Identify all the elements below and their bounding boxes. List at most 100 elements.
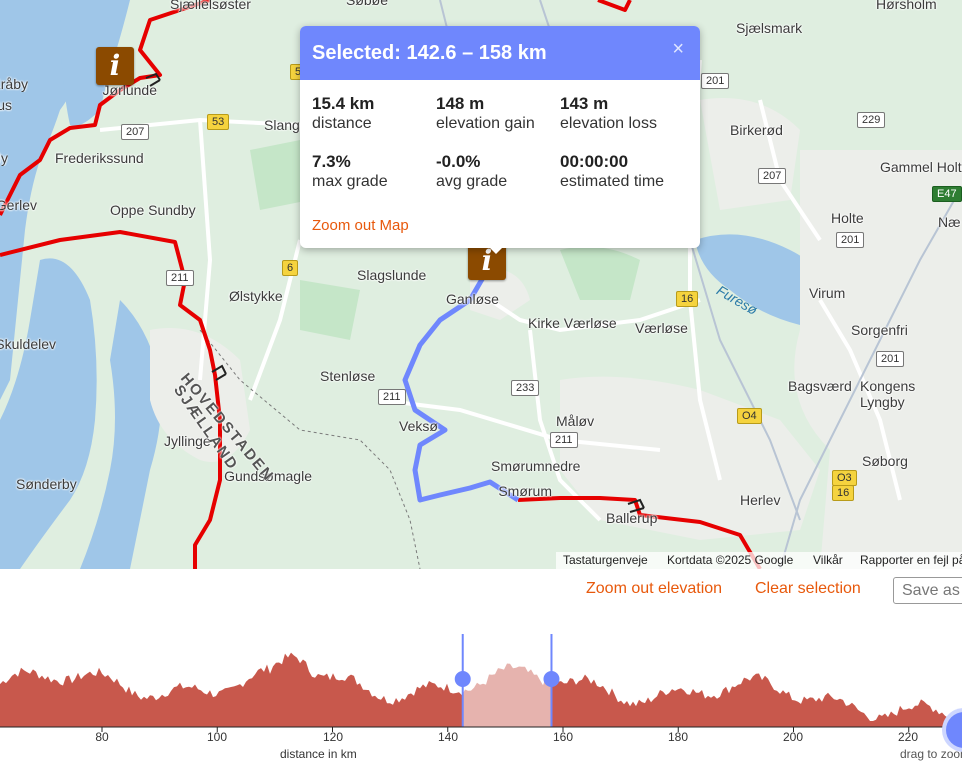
route-direction-arrow-icon <box>211 364 227 381</box>
stat-label: elevation gain <box>436 115 535 132</box>
road-shield: 6 <box>282 260 299 276</box>
place-label: Sjælsmark <box>736 20 803 36</box>
place-label: Ganløse <box>446 291 499 307</box>
stats-grid: 15.4 km distance 148 m elevation gain 14… <box>312 94 692 192</box>
place-label: Værløse <box>635 320 688 336</box>
close-icon[interactable]: × <box>672 38 684 60</box>
x-tick-label: 220 <box>897 730 919 744</box>
place-label: Søbøe <box>346 0 389 8</box>
place-label: Ny <box>0 150 8 166</box>
road-shield: 207 <box>121 124 150 140</box>
map-attribution-bar <box>556 552 962 569</box>
road-shield: O3 <box>832 470 857 486</box>
terms-link[interactable]: Vilkår <box>813 553 843 567</box>
stat-label: distance <box>312 115 372 132</box>
zoom-out-map-link[interactable]: Zoom out Map <box>312 217 409 234</box>
x-tick-label: 140 <box>437 730 459 744</box>
stat-value: 7.3% <box>312 152 351 171</box>
place-label: Kongens Lyngby <box>860 378 916 410</box>
place-label: Jyllinge <box>164 433 211 449</box>
info-icon[interactable]: i <box>96 47 134 85</box>
stat-distance: 15.4 km distance <box>312 94 436 134</box>
place-label: Måløv <box>556 413 595 429</box>
x-tick-label: 100 <box>206 730 228 744</box>
selection-start-handle[interactable] <box>454 671 471 687</box>
selection-popup: Selected: 142.6 – 158 km × 15.4 km dista… <box>300 26 700 248</box>
place-label: Gundsømagle <box>224 468 312 484</box>
stat-label: elevation loss <box>560 115 657 132</box>
road-shield: 53 <box>207 114 230 130</box>
place-label: Kirke Værløse <box>528 315 617 331</box>
road-shield: 201 <box>701 73 730 89</box>
stat-value: -0.0% <box>436 152 481 171</box>
drag-to-zoom-hint: drag to zoom <box>900 747 962 761</box>
x-tick-label: 120 <box>322 730 344 744</box>
road-shield: E47 <box>932 186 962 202</box>
road-shield: 207 <box>758 168 787 184</box>
place-label: Gerlev <box>0 197 37 213</box>
clear-selection-link[interactable]: Clear selection <box>755 580 861 597</box>
x-axis-ticks <box>101 727 910 732</box>
report-error-link[interactable]: Rapporter en fejl på kortet <box>860 553 962 567</box>
stat-estimated-time: 00:00:00 estimated time <box>560 152 692 192</box>
place-label: Birkerød <box>730 122 783 138</box>
place-label: Smørum <box>498 483 552 499</box>
place-label: Slangerup <box>264 117 300 133</box>
place-label: Søborg <box>862 453 908 469</box>
keyboard-shortcuts-link[interactable]: Tastaturgenveje <box>563 553 648 567</box>
zoom-drag-knob[interactable] <box>946 712 962 748</box>
stat-max-grade: 7.3% max grade <box>312 152 436 192</box>
popup-pointer <box>488 246 504 254</box>
selection-end-handle[interactable] <box>543 671 560 687</box>
stat-elevation-loss: 143 m elevation loss <box>560 94 692 134</box>
stat-label: estimated time <box>560 173 665 190</box>
place-label: Holte <box>831 210 864 226</box>
road-shield: O4 <box>737 408 762 424</box>
elevation-profile[interactable] <box>0 620 962 774</box>
stat-label: max grade <box>312 173 388 190</box>
road-shield: 211 <box>166 270 194 286</box>
selection-range <box>462 634 552 727</box>
place-label: Sorgenfri <box>851 322 908 338</box>
popup-title: Selected: 142.6 – 158 km <box>300 26 700 80</box>
stat-value: 148 m <box>436 94 485 113</box>
place-label: Kråby <box>0 76 28 92</box>
place-label: Slagslunde <box>357 267 427 283</box>
place-label: Frederikssund <box>55 150 144 166</box>
x-tick-label: 180 <box>667 730 689 744</box>
place-label: Kulhus <box>0 97 12 113</box>
zoom-out-elevation-link[interactable]: Zoom out elevation <box>586 580 723 597</box>
place-label: Virum <box>809 285 846 301</box>
route-direction-arrow-icon <box>627 498 645 513</box>
place-label: Sønderby <box>16 476 77 492</box>
road-shield: 229 <box>857 112 886 128</box>
road-shield: 201 <box>836 232 865 248</box>
place-label: Hørsholm <box>876 0 937 12</box>
stat-avg-grade: -0.0% avg grade <box>436 152 560 192</box>
place-label: Jørlunde <box>102 82 157 98</box>
place-label: Skuldelev <box>0 336 56 352</box>
stat-value: 143 m <box>560 94 609 113</box>
road-shield: 211 <box>378 389 406 405</box>
x-axis-title: distance in km <box>280 747 357 761</box>
save-as-input[interactable] <box>893 577 962 604</box>
stat-elevation-gain: 148 m elevation gain <box>436 94 560 134</box>
place-label: Gammel Holte <box>880 159 962 175</box>
stat-value: 00:00:00 <box>560 152 629 171</box>
road-shield: 233 <box>511 380 540 396</box>
stat-value: 15.4 km <box>312 94 375 113</box>
x-tick-label: 80 <box>95 730 109 744</box>
x-tick-label: 200 <box>782 730 804 744</box>
place-label: Stenløse <box>320 368 376 384</box>
route-direction-arrow-icon <box>145 72 161 87</box>
place-label: Næ <box>938 214 961 230</box>
road-shield: 16 <box>832 485 855 501</box>
map-data-attribution: Kortdata ©2025 Google <box>667 553 794 567</box>
road-shield: 211 <box>550 432 578 448</box>
place-label: Sjællelsøster <box>170 0 251 12</box>
place-label: Oppe Sundby <box>110 202 196 218</box>
place-label: Veksø <box>399 418 438 434</box>
stat-label: avg grade <box>436 173 508 190</box>
place-label: Bagsværd <box>788 378 852 394</box>
